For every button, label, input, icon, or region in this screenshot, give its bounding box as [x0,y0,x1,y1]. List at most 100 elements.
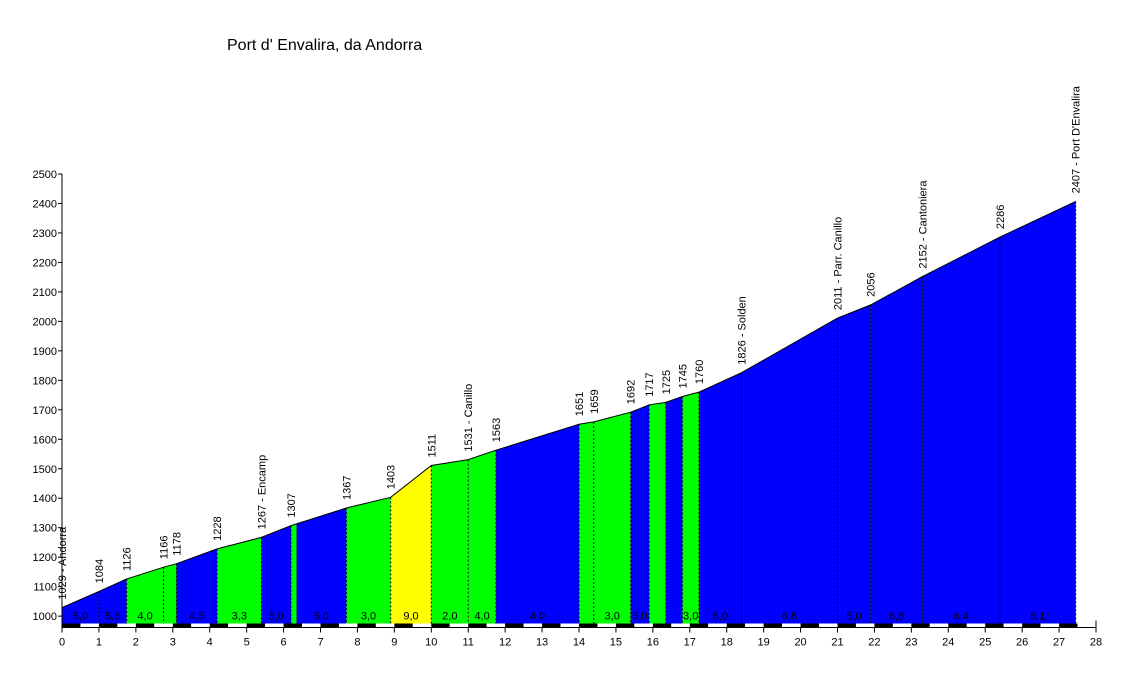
km-bar-block [615,623,635,628]
profile-segment [468,450,496,624]
x-tick-label: 5 [244,637,250,649]
x-tick-label: 9 [391,637,397,649]
km-bar-block [505,623,524,628]
y-tick-label: 2300 [33,228,57,240]
y-tick-label: 1600 [33,434,57,446]
km-bar-block [782,623,801,628]
y-tick-label: 1400 [33,493,57,505]
km-bar-block [800,623,820,628]
profile-segment [495,424,579,624]
x-tick-label: 15 [610,637,622,649]
gradient-label: 6,4 [954,611,969,623]
altitude-label: 1126 [122,547,134,571]
gradient-label: 5,0 [73,611,88,623]
y-tick-label: 1800 [33,375,57,387]
km-bar-block [819,623,838,628]
km-bar-block [874,623,893,628]
km-bar-block [560,623,579,628]
y-tick-label: 1900 [33,346,57,358]
altitude-labels: 1029 - Andorra 1084 1126 1166 1178 1228 1267 -… [57,85,1083,599]
km-bar-block [579,623,598,628]
profile-segment [163,563,177,624]
km-bar-block [855,623,875,628]
altitude-label: 1745 [677,364,689,388]
x-tick-label: 7 [317,637,323,649]
gradient-label: 5,0 [632,611,647,623]
x-tick-label: 23 [905,637,917,649]
altitude-label: 2286 [995,205,1007,229]
km-bar-block [172,623,192,628]
x-tick-label: 10 [425,637,437,649]
gradient-label: 2,0 [442,611,457,623]
km-bar-block [154,623,173,628]
km-bar-block [265,623,284,628]
altitude-label: 1166 [159,536,171,560]
altitude-label: 1826 - Solden [737,296,749,365]
gradient-label: 4,0 [474,611,489,623]
altitude-label: 1403 [386,465,398,489]
y-tick-label: 1100 [33,582,57,594]
x-tick-label: 11 [463,637,474,649]
km-bar-block [597,623,616,628]
km-bar-block [412,623,432,628]
x-tick-label: 0 [59,637,65,649]
profile-segment [922,237,1000,624]
altitude-label: 1267 - Encamp [256,455,268,530]
gradient-label: 3,3 [232,611,247,623]
km-bar-block [209,623,229,628]
profile-segment [741,318,838,624]
x-tick-label: 22 [868,637,880,649]
profile-segment [593,412,631,624]
altitude-label: 1659 [589,389,601,413]
y-tick-label: 2000 [33,316,57,328]
gradient-label: 6,0 [713,611,728,623]
km-bar-block [228,623,247,628]
gradient-label: 3,0 [605,611,620,623]
km-bar-block [1040,623,1060,628]
km-bar-block [689,623,709,628]
x-tick-label: 3 [170,637,176,649]
profile-segment [682,392,699,624]
km-bar-block [431,623,450,628]
x-tick-label: 21 [831,637,843,649]
altitude-label: 1531 - Canillo [463,384,475,452]
profile-segment [126,567,164,624]
altitude-label: 1178 [172,532,184,556]
x-tick-label: 24 [942,637,954,649]
km-bar-block [542,623,561,628]
axes: 1000110012001300140015001600170018001900… [33,169,1103,649]
profile-line [61,200,1076,609]
gradient-label: 3,0 [683,611,698,623]
km-bar-block [62,623,81,628]
x-tick-label: 26 [1016,637,1028,649]
gradient-label: 4,5 [189,611,204,623]
profile-fills [61,200,1076,624]
gradient-label: 6,8 [782,611,797,623]
x-tick-label: 12 [499,637,511,649]
altitude-label: 2056 [866,272,878,296]
km-bar-block [338,623,358,628]
altitude-label: 1029 - Andorra [57,526,69,600]
km-bar-block [449,623,469,628]
km-bar-block [652,623,672,628]
km-bar-block [523,623,543,628]
altitude-label: 1367 [341,476,353,500]
profile-segment [1000,201,1076,624]
km-bar-block [1003,623,1023,628]
profile-segment [431,459,469,624]
km-bar-block [80,623,99,628]
km-bar-block [726,623,746,628]
km-bar-block [966,623,986,628]
altitude-label: 2407 - Port D'Envalira [1071,85,1083,193]
profile-segment [579,421,594,624]
gradient-label: 4,0 [137,611,152,623]
km-bar-block [671,623,690,628]
altitude-label: 1760 [694,360,706,384]
gradient-label: 5,0 [314,611,329,623]
y-tick-label: 2100 [33,287,57,299]
km-bar-block [745,623,764,628]
km-bar-block [135,623,155,628]
altitude-label: 1511 [426,434,438,458]
y-tick-label: 1300 [33,523,57,535]
